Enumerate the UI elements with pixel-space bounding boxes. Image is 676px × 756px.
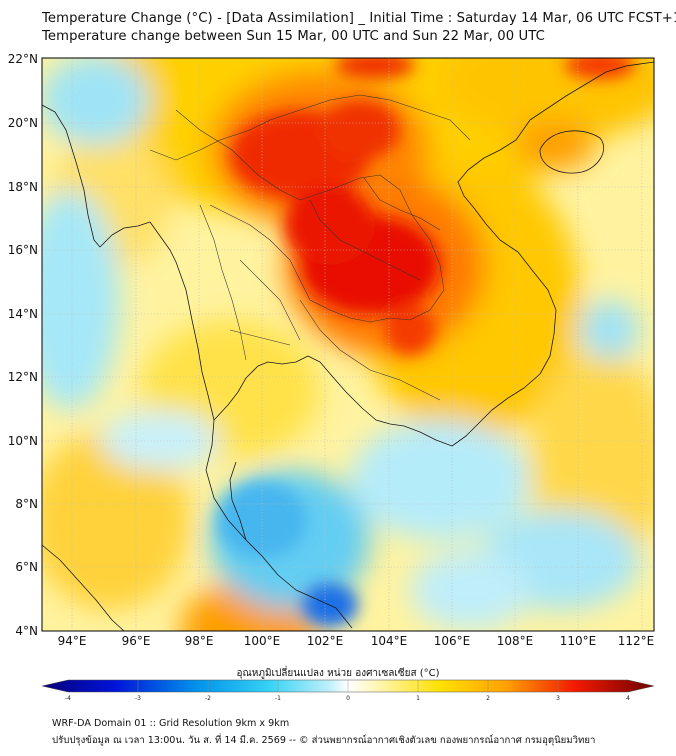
lon-label: 108°E xyxy=(497,634,534,648)
lat-label: 18°N xyxy=(8,180,38,194)
country-borders xyxy=(149,94,471,401)
footer-model-info: WRF-DA Domain 01 :: Grid Resolution 9km … xyxy=(52,718,290,729)
lon-label: 94°E xyxy=(58,634,87,648)
footer-credit: ปรับปรุงข้อมูล ณ เวลา 13:00น. วัน ส. ที่… xyxy=(52,735,596,746)
colorbar-tick: 0 xyxy=(346,695,350,702)
lat-label: 20°N xyxy=(8,116,38,130)
lat-label: 8°N xyxy=(15,497,38,511)
lon-label: 104°E xyxy=(371,634,408,648)
lat-label: 6°N xyxy=(15,560,38,574)
colorbar-tick: 2 xyxy=(486,695,490,702)
graticule xyxy=(42,58,654,631)
coastline-outlines xyxy=(42,61,654,631)
lat-label: 16°N xyxy=(8,243,38,257)
map-frame xyxy=(41,57,655,632)
lat-label: 12°N xyxy=(8,370,38,384)
colorbar-tick: 4 xyxy=(626,695,630,702)
map-title-line2: Temperature change between Sun 15 Mar, 0… xyxy=(42,29,545,44)
lon-label: 112°E xyxy=(618,634,655,648)
lat-label: 4°N xyxy=(15,624,38,638)
lat-label: 22°N xyxy=(8,52,38,66)
temperature-field xyxy=(42,58,654,631)
colorbar-tick: 3 xyxy=(556,695,560,702)
lon-label: 96°E xyxy=(122,634,151,648)
colorbar-tick: -3 xyxy=(135,695,141,702)
lat-label: 14°N xyxy=(8,307,38,321)
lon-label: 98°E xyxy=(185,634,214,648)
longitude-axis: 94°E 96°E 98°E 100°E 102°E 104°E 106°E 1… xyxy=(58,634,655,648)
latitude-axis: 22°N 20°N 18°N 16°N 14°N 12°N 10°N 8°N 6… xyxy=(8,52,38,638)
lat-label: 10°N xyxy=(8,434,38,448)
colorbar-tick: 1 xyxy=(416,695,420,702)
map-title-line1: Temperature Change (°C) - [Data Assimila… xyxy=(42,11,676,26)
lon-label: 110°E xyxy=(560,634,597,648)
lon-label: 102°E xyxy=(307,634,344,648)
colorbar-tick: -2 xyxy=(205,695,211,702)
lon-label: 100°E xyxy=(244,634,281,648)
colorbar-title: อุณหภูมิเปลี่ยนแปลง หน่วย องศาเซลเซียส (… xyxy=(236,668,440,679)
colorbar: -4 -3 -2 -1 0 1 2 3 4 xyxy=(41,679,655,702)
colorbar-tick: -4 xyxy=(65,695,71,702)
lon-label: 106°E xyxy=(434,634,471,648)
colorbar-tick: -1 xyxy=(275,695,281,702)
colorbar-divisions xyxy=(137,680,559,692)
